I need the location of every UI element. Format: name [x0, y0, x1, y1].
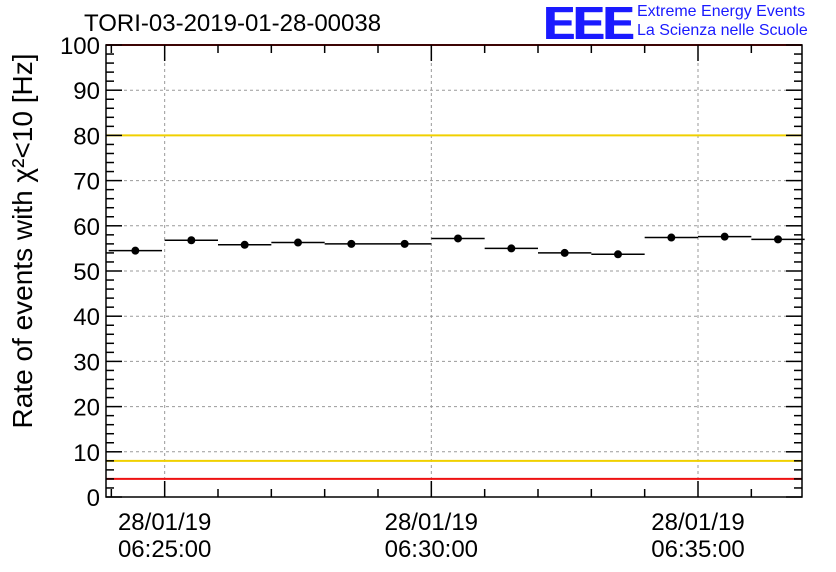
y-tick-label: 40: [73, 304, 100, 331]
data-point: [240, 240, 249, 249]
data-point: [400, 239, 409, 248]
data-point: [614, 250, 622, 259]
x-tick-label-date: 28/01/19: [651, 509, 744, 536]
x-tick-label-date: 28/01/19: [385, 509, 478, 536]
y-tick-label: 100: [60, 33, 100, 60]
data-point: [667, 233, 676, 242]
x-tick-label-time: 06:30:00: [385, 536, 478, 563]
logo-subtitle-1: Extreme Energy Events: [637, 3, 806, 20]
y-tick-label: 20: [73, 395, 100, 422]
y-tick-label: 80: [73, 123, 100, 150]
data-point: [294, 238, 302, 247]
y-tick-label: 0: [87, 485, 100, 512]
y-tick-label: 10: [73, 440, 100, 467]
data-point: [454, 234, 462, 243]
data-point: [560, 248, 569, 257]
data-point: [774, 235, 782, 244]
y-tick-label: 60: [73, 214, 100, 241]
y-axis-label: Rate of events with χ²<10 [Hz]: [7, 54, 38, 429]
data-point: [131, 246, 140, 255]
x-tick-label-time: 06:35:00: [651, 536, 744, 563]
chart-title: TORI-03-2019-01-28-00038: [84, 10, 382, 37]
data-point: [347, 239, 356, 248]
data-point: [720, 232, 729, 241]
y-tick-label: 90: [73, 78, 100, 105]
x-tick-label-date: 28/01/19: [118, 509, 211, 536]
y-tick-label: 70: [73, 169, 100, 196]
eee-logo: EEE: [543, 0, 633, 49]
logo-subtitle-2: La Scienza nelle Scuole: [637, 22, 808, 39]
data-point: [187, 236, 196, 245]
data-point: [507, 244, 516, 253]
x-tick-label-time: 06:25:00: [118, 536, 211, 563]
y-tick-label: 30: [73, 349, 100, 376]
y-tick-label: 50: [73, 259, 100, 286]
